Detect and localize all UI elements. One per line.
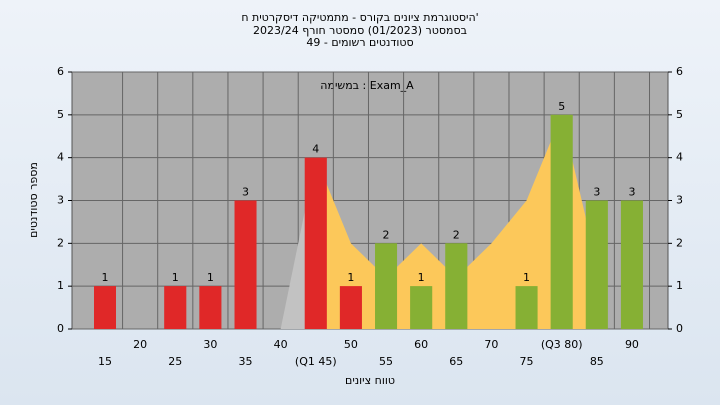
x-tick-label: 70 [484, 338, 498, 351]
y2-tick-label: 6 [676, 65, 683, 78]
x-tick-label: 75 [520, 355, 534, 368]
bar-shine [94, 286, 116, 329]
data-label: 1 [523, 271, 530, 284]
chart-title: היסטוגרמת ציונים בקורס - מתמטיקה דיסקרטי… [241, 11, 478, 24]
x-tick-label: 55 [379, 355, 393, 368]
x-axis-label: טווח ציונים [345, 374, 395, 387]
y2-tick-label: 1 [676, 279, 683, 292]
y-tick-label: 2 [57, 236, 64, 249]
x-tick-label: 25 [168, 355, 182, 368]
data-label: 1 [347, 271, 354, 284]
y2-tick-label: 0 [676, 322, 683, 335]
bar-shine [550, 114, 573, 329]
y2-tick-label: 3 [676, 194, 683, 207]
data-label: 3 [593, 186, 600, 199]
bar-shine [410, 286, 433, 329]
data-label: 1 [418, 271, 425, 284]
bar-shine [515, 286, 538, 329]
x-tick-label: 35 [239, 355, 253, 368]
bar-shine [620, 200, 643, 329]
x-tick-label: 60 [414, 338, 428, 351]
bar-shine [234, 200, 257, 329]
chart-subtitle: 49 - סטודנטים רשומים [306, 36, 413, 49]
bar-shine [339, 286, 362, 329]
bar-shine [585, 200, 608, 329]
x-tick-label: 85 [590, 355, 604, 368]
data-label: 2 [383, 228, 390, 241]
x-tick-label: (Q1 45) [295, 355, 337, 368]
y-tick-label: 4 [57, 151, 64, 164]
data-label: 2 [453, 228, 460, 241]
annotation: במשימה : Exam_A [320, 79, 414, 92]
chart-subtitle: בסמסטר (01/2023) סמסטר חורף 2023/24 [253, 24, 467, 37]
x-tick-label: 90 [625, 338, 639, 351]
bar-shine [164, 286, 187, 329]
y-axis-label: מספר סטודנטים [27, 162, 40, 238]
x-tick-label: (Q3 80) [541, 338, 583, 351]
x-tick-label: 20 [133, 338, 147, 351]
data-label: 5 [558, 100, 565, 113]
data-label: 1 [207, 271, 214, 284]
bar-shine [445, 243, 468, 329]
y-tick-label: 3 [57, 194, 64, 207]
y-tick-label: 5 [57, 108, 64, 121]
y2-tick-label: 4 [676, 151, 683, 164]
x-tick-label: 65 [449, 355, 463, 368]
bar-shine [304, 157, 327, 329]
x-tick-label: 50 [344, 338, 358, 351]
bar-shine [199, 286, 222, 329]
x-tick-label: 30 [203, 338, 217, 351]
x-tick-label: 40 [274, 338, 288, 351]
y2-tick-label: 2 [676, 236, 683, 249]
y-tick-label: 1 [57, 279, 64, 292]
bar-shine [375, 243, 398, 329]
data-label: 3 [242, 186, 249, 199]
distribution-area [315, 114, 597, 329]
y-tick-label: 0 [57, 322, 64, 335]
data-label: 3 [628, 186, 635, 199]
x-tick-label: 15 [98, 355, 112, 368]
y-tick-label: 6 [57, 65, 64, 78]
data-label: 1 [102, 271, 109, 284]
data-label: 1 [172, 271, 179, 284]
y2-tick-label: 5 [676, 108, 683, 121]
data-label: 4 [312, 143, 319, 156]
